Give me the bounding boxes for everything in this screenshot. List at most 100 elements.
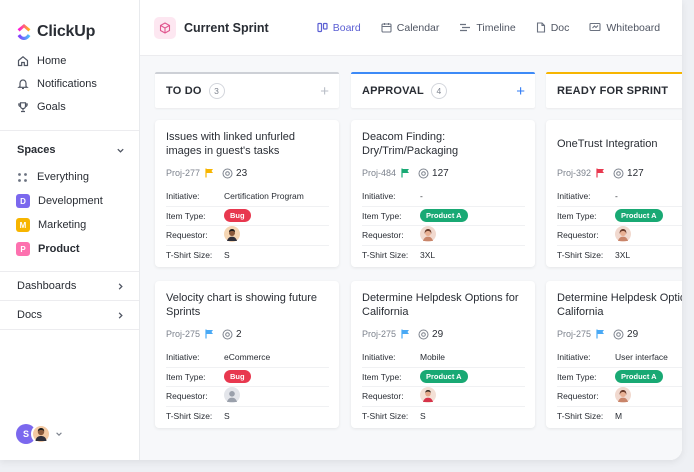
requestor-avatar[interactable]: [615, 226, 631, 244]
tshirt-size-value[interactable]: S: [224, 249, 230, 260]
sidebar-item-goals[interactable]: Goals: [0, 95, 139, 118]
field-label: Requestor:: [557, 391, 599, 402]
flag-icon[interactable]: [596, 329, 605, 339]
flag-icon[interactable]: [401, 168, 410, 178]
requestor-avatar[interactable]: [224, 226, 240, 244]
grid-dots-icon: [16, 171, 29, 184]
tab-whiteboard[interactable]: Whiteboard: [589, 0, 660, 56]
task-id: Proj-275: [557, 329, 592, 339]
sprint-points-icon: [418, 168, 429, 179]
task-card[interactable]: Deacom Finding: Dry/Trim/Packaging Proj-…: [351, 120, 535, 267]
requestor-avatar[interactable]: [615, 387, 631, 405]
flag-icon[interactable]: [205, 329, 214, 339]
column-count: 3: [208, 83, 225, 99]
add-task-button[interactable]: +: [516, 82, 525, 100]
column-header: TO DO 3 +: [155, 72, 339, 108]
task-card[interactable]: OneTrust Integration Proj-392 127 Initia…: [546, 120, 682, 267]
space-item-everything[interactable]: Everything: [0, 165, 139, 189]
space-item-product[interactable]: P Product: [0, 237, 139, 261]
space-badge: P: [16, 242, 30, 256]
space-item-development[interactable]: D Development: [0, 189, 139, 213]
task-card[interactable]: Velocity chart is showing future Sprints…: [155, 281, 339, 428]
initiative-value[interactable]: eCommerce: [224, 351, 271, 362]
item-type-tag[interactable]: Product A: [615, 370, 663, 384]
initiative-value[interactable]: -: [615, 190, 618, 201]
field-label: Initiative:: [557, 351, 591, 362]
field-label: Requestor:: [166, 391, 208, 402]
board-icon: [317, 22, 328, 33]
task-title: Issues with linked unfurled images in gu…: [166, 131, 296, 157]
space-badge: D: [16, 194, 30, 208]
sprint-points-icon: [613, 168, 624, 179]
add-task-button[interactable]: +: [320, 82, 329, 100]
field-label: Initiative:: [362, 190, 396, 201]
field-label: Requestor:: [362, 391, 404, 402]
tab-calendar[interactable]: Calendar: [381, 0, 439, 56]
dashboards-label: Dashboards: [17, 280, 77, 292]
task-card[interactable]: Issues with linked unfurled images in gu…: [155, 120, 339, 267]
sidebar-divider: [0, 329, 139, 330]
task-card[interactable]: Determine Helpdesk Options for Californi…: [546, 281, 682, 428]
tshirt-size-value[interactable]: S: [224, 410, 230, 421]
sidebar-item-home[interactable]: Home: [0, 49, 139, 72]
spaces-header[interactable]: Spaces: [0, 135, 139, 165]
sidebar: ClickUp Home Notifications Goals: [0, 0, 140, 460]
item-type-tag[interactable]: Product A: [420, 209, 468, 223]
space-item-marketing[interactable]: M Marketing: [0, 213, 139, 237]
space-item-label: Product: [38, 243, 80, 255]
task-card[interactable]: Determine Helpdesk Options for Californi…: [351, 281, 535, 428]
field-label: T-Shirt Size:: [166, 249, 213, 260]
item-type-tag[interactable]: Bug: [224, 209, 251, 223]
sidebar-item-notifications[interactable]: Notifications: [0, 72, 139, 95]
whiteboard-icon: [589, 22, 601, 33]
initiative-value[interactable]: Certification Program: [224, 190, 304, 201]
initiative-value[interactable]: Mobile: [420, 351, 446, 362]
page-title: Current Sprint: [184, 20, 269, 35]
flag-icon[interactable]: [205, 168, 214, 178]
tab-timeline[interactable]: Timeline: [459, 0, 516, 56]
home-icon: [16, 54, 29, 67]
flag-icon[interactable]: [596, 168, 605, 178]
tshirt-size-value[interactable]: M: [615, 410, 623, 421]
sidebar-divider: [0, 130, 139, 131]
initiative-value[interactable]: User interface: [615, 351, 668, 362]
chevron-down-icon[interactable]: [55, 430, 63, 438]
tab-board[interactable]: Board: [317, 0, 361, 56]
tshirt-size-value[interactable]: S: [420, 410, 426, 421]
column-title: READY FOR SPRINT: [557, 85, 669, 97]
tshirt-size-value[interactable]: 3XL: [615, 249, 631, 260]
user-menu[interactable]: S: [16, 424, 63, 444]
task-title: OneTrust Integration: [557, 138, 658, 150]
chevron-right-icon: [118, 311, 123, 319]
sidebar-item-dashboards[interactable]: Dashboards: [0, 271, 139, 300]
field-label: Requestor:: [557, 230, 599, 241]
field-label: Item Type:: [362, 210, 402, 221]
doc-icon: [536, 22, 546, 33]
sidebar-item-label: Home: [37, 54, 67, 67]
task-title: Deacom Finding: Dry/Trim/Packaging: [362, 131, 459, 157]
requestor-avatar[interactable]: [420, 226, 436, 244]
field-label: T-Shirt Size:: [166, 410, 213, 421]
initiative-value[interactable]: -: [420, 190, 423, 201]
task-title: Velocity chart is showing future Sprints: [166, 292, 318, 318]
logo[interactable]: ClickUp: [0, 0, 139, 44]
item-type-tag[interactable]: Product A: [615, 209, 663, 223]
board: TO DO 3 + Issues with linked unfurled im…: [140, 56, 682, 460]
sprint-points-icon: [222, 168, 233, 179]
cube-icon: [154, 16, 176, 39]
item-type-tag[interactable]: Bug: [224, 370, 251, 384]
requestor-avatar[interactable]: [420, 387, 436, 405]
sidebar-item-docs[interactable]: Docs: [0, 300, 139, 329]
sprint-points: 29: [627, 328, 639, 340]
flag-icon[interactable]: [401, 329, 410, 339]
space-item-label: Development: [38, 195, 103, 207]
brand-name: ClickUp: [37, 23, 96, 40]
column-title: APPROVAL: [362, 85, 424, 97]
item-type-tag[interactable]: Product A: [420, 370, 468, 384]
sprint-points: 29: [432, 328, 444, 340]
tshirt-size-value[interactable]: 3XL: [420, 249, 436, 260]
column-header: APPROVAL 4 +: [351, 72, 535, 108]
tab-doc[interactable]: Doc: [536, 0, 569, 56]
requestor-avatar[interactable]: [224, 387, 240, 405]
chevron-down-icon[interactable]: [116, 146, 125, 155]
